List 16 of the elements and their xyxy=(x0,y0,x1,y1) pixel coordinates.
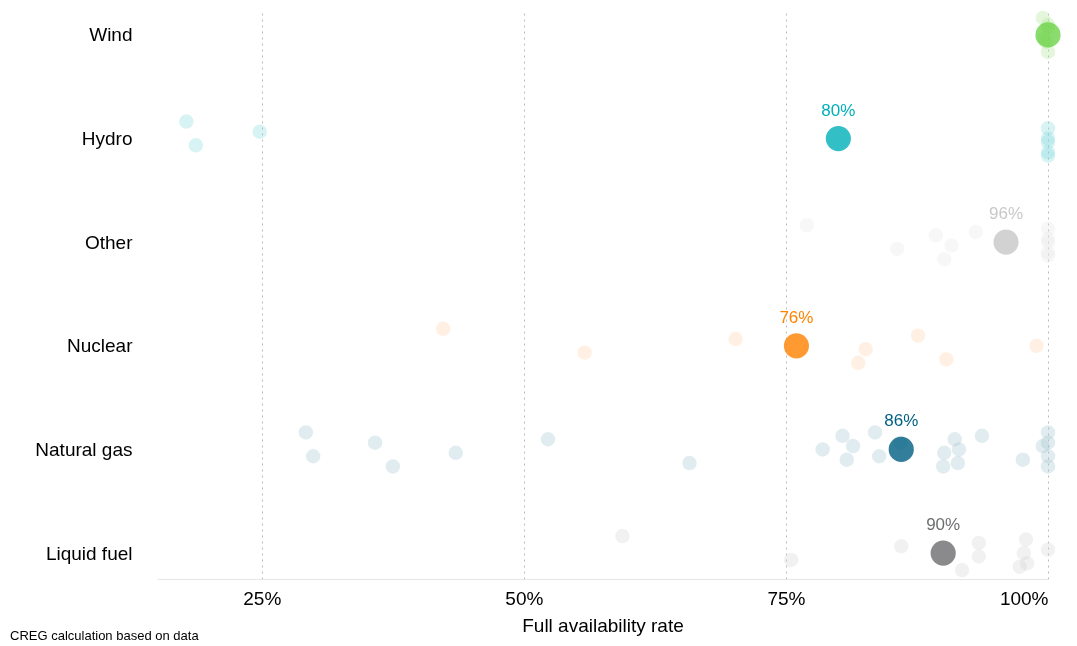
y-tick-label: Natural gas xyxy=(35,438,133,460)
x-tick-label: 50% xyxy=(505,587,544,609)
x-tick-label: 75% xyxy=(767,587,806,609)
data-label: 76% xyxy=(779,307,814,327)
x-axis-title: Full availability rate xyxy=(522,614,684,636)
x-tick-label: 100% xyxy=(999,587,1049,609)
y-tick-label: Liquid fuel xyxy=(45,542,133,564)
data-label: 80% xyxy=(821,100,856,120)
y-tick-label: Wind xyxy=(89,24,133,46)
data-label: 90% xyxy=(926,515,961,535)
data-label: 86% xyxy=(884,411,919,431)
y-tick-label: Other xyxy=(84,231,134,253)
text: CREG calculation based on data xyxy=(10,628,199,643)
x-tick-label: 25% xyxy=(243,587,282,609)
y-tick-label: Hydro xyxy=(81,128,133,150)
y-tick-label: Nuclear xyxy=(67,335,134,357)
